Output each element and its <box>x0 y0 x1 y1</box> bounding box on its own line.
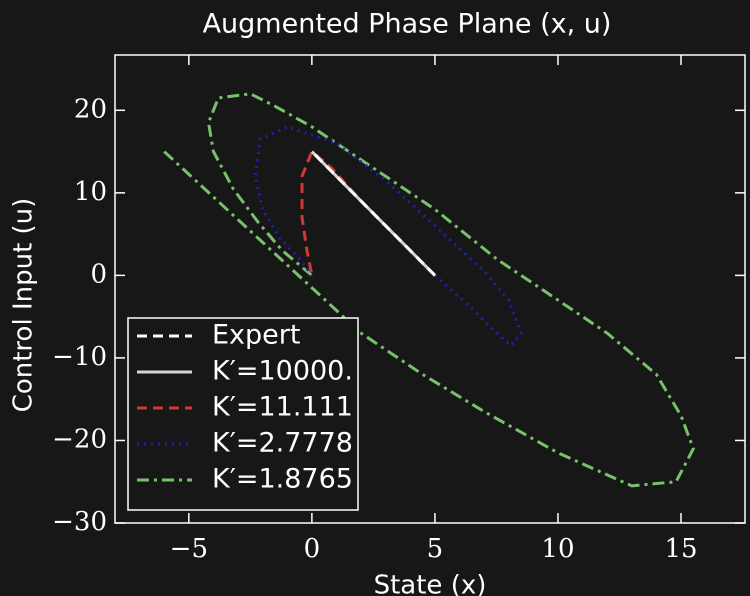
legend-label: Expert <box>212 320 300 351</box>
y-tick-label: 10 <box>74 177 107 207</box>
y-tick-label: −20 <box>52 424 107 454</box>
legend: Expert K′=10000. K′=11.111 K′=2.7778 K′=1.87… <box>127 317 359 511</box>
x-axis-label: State (x) <box>374 571 487 596</box>
x-tick-label: 0 <box>304 534 321 564</box>
x-tick-label: 5 <box>427 534 444 564</box>
y-tick-label: 20 <box>74 94 107 124</box>
legend-label: K′=10000. <box>212 356 353 387</box>
series-line <box>163 92 695 488</box>
chart-title: Augmented Phase Plane (x, u) <box>203 9 612 40</box>
legend-label: K′=2.7778 <box>212 428 353 459</box>
y-axis-label: Control Input (u) <box>9 198 39 413</box>
legend-box <box>127 317 359 511</box>
y-tick-label: 0 <box>90 259 107 289</box>
plot-area <box>163 92 695 488</box>
x-tick-label: 15 <box>664 534 697 564</box>
series-line <box>310 150 436 277</box>
legend-label: K′=11.111 <box>212 392 353 423</box>
y-tick-label: −10 <box>52 342 107 372</box>
y-tick-label: −30 <box>52 507 107 537</box>
legend-label: K′=1.8765 <box>212 464 353 495</box>
x-tick-label: −5 <box>170 534 208 564</box>
x-tick-label: 10 <box>541 534 574 564</box>
plot-frame <box>114 54 746 524</box>
